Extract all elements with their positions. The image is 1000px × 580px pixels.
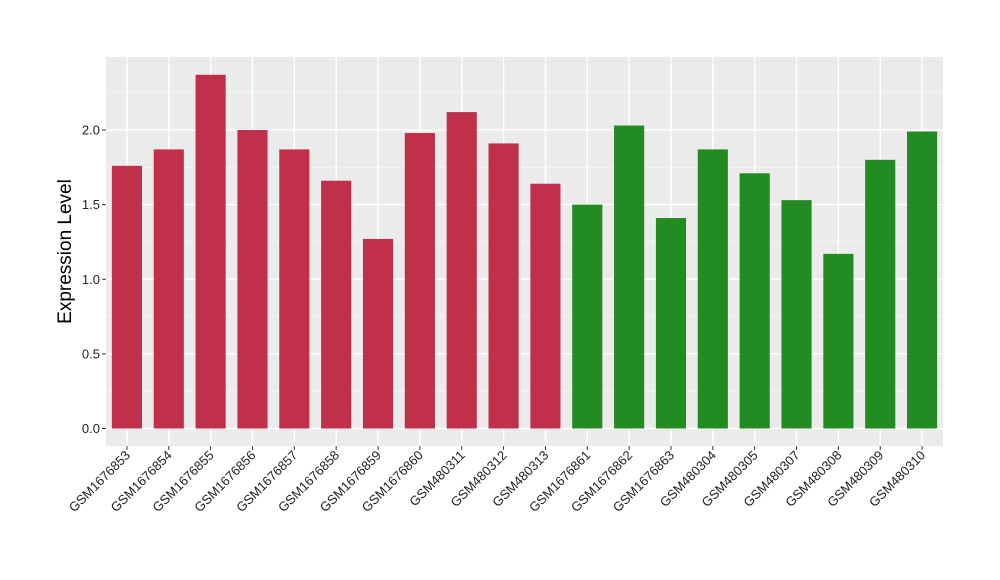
- bar-gsm1676857: [279, 149, 310, 429]
- bar-gsm1676855: [195, 74, 226, 429]
- x-axis: GSM1676853GSM1676854GSM1676855GSM1676856…: [66, 446, 928, 515]
- bar-gsm480307: [781, 200, 812, 429]
- bar-gsm1676854: [153, 149, 184, 429]
- y-axis: 0.0 0.5 1.0 1.5 2.0: [82, 123, 106, 436]
- bar-gsm1676862: [614, 125, 645, 429]
- bar-gsm480309: [865, 159, 896, 429]
- y-tick-label: 1.0: [82, 272, 100, 287]
- y-axis-title: Expression Level: [55, 179, 76, 324]
- bar-gsm480308: [823, 253, 854, 429]
- bar-gsm480311: [446, 112, 477, 429]
- y-tick-label: 2.0: [82, 123, 100, 138]
- y-tick-label: 0.0: [82, 421, 100, 436]
- bar-gsm1676856: [237, 130, 268, 429]
- bar-gsm480310: [907, 131, 938, 429]
- bar-gsm480304: [697, 149, 728, 429]
- bar-gsm1676860: [404, 132, 435, 429]
- bar-gsm480305: [739, 173, 770, 429]
- plot-panel: [106, 57, 943, 446]
- bar-gsm480313: [530, 183, 561, 429]
- bar-gsm1676863: [655, 218, 687, 429]
- bar-gsm1676853: [111, 165, 142, 429]
- y-tick-label: 0.5: [82, 346, 100, 361]
- bar-gsm1676861: [572, 204, 603, 429]
- bar-gsm480312: [488, 143, 519, 429]
- y-tick-label: 1.5: [82, 197, 100, 212]
- bar-gsm1676859: [362, 238, 394, 429]
- bars: [111, 74, 938, 429]
- bar-gsm1676858: [321, 180, 352, 429]
